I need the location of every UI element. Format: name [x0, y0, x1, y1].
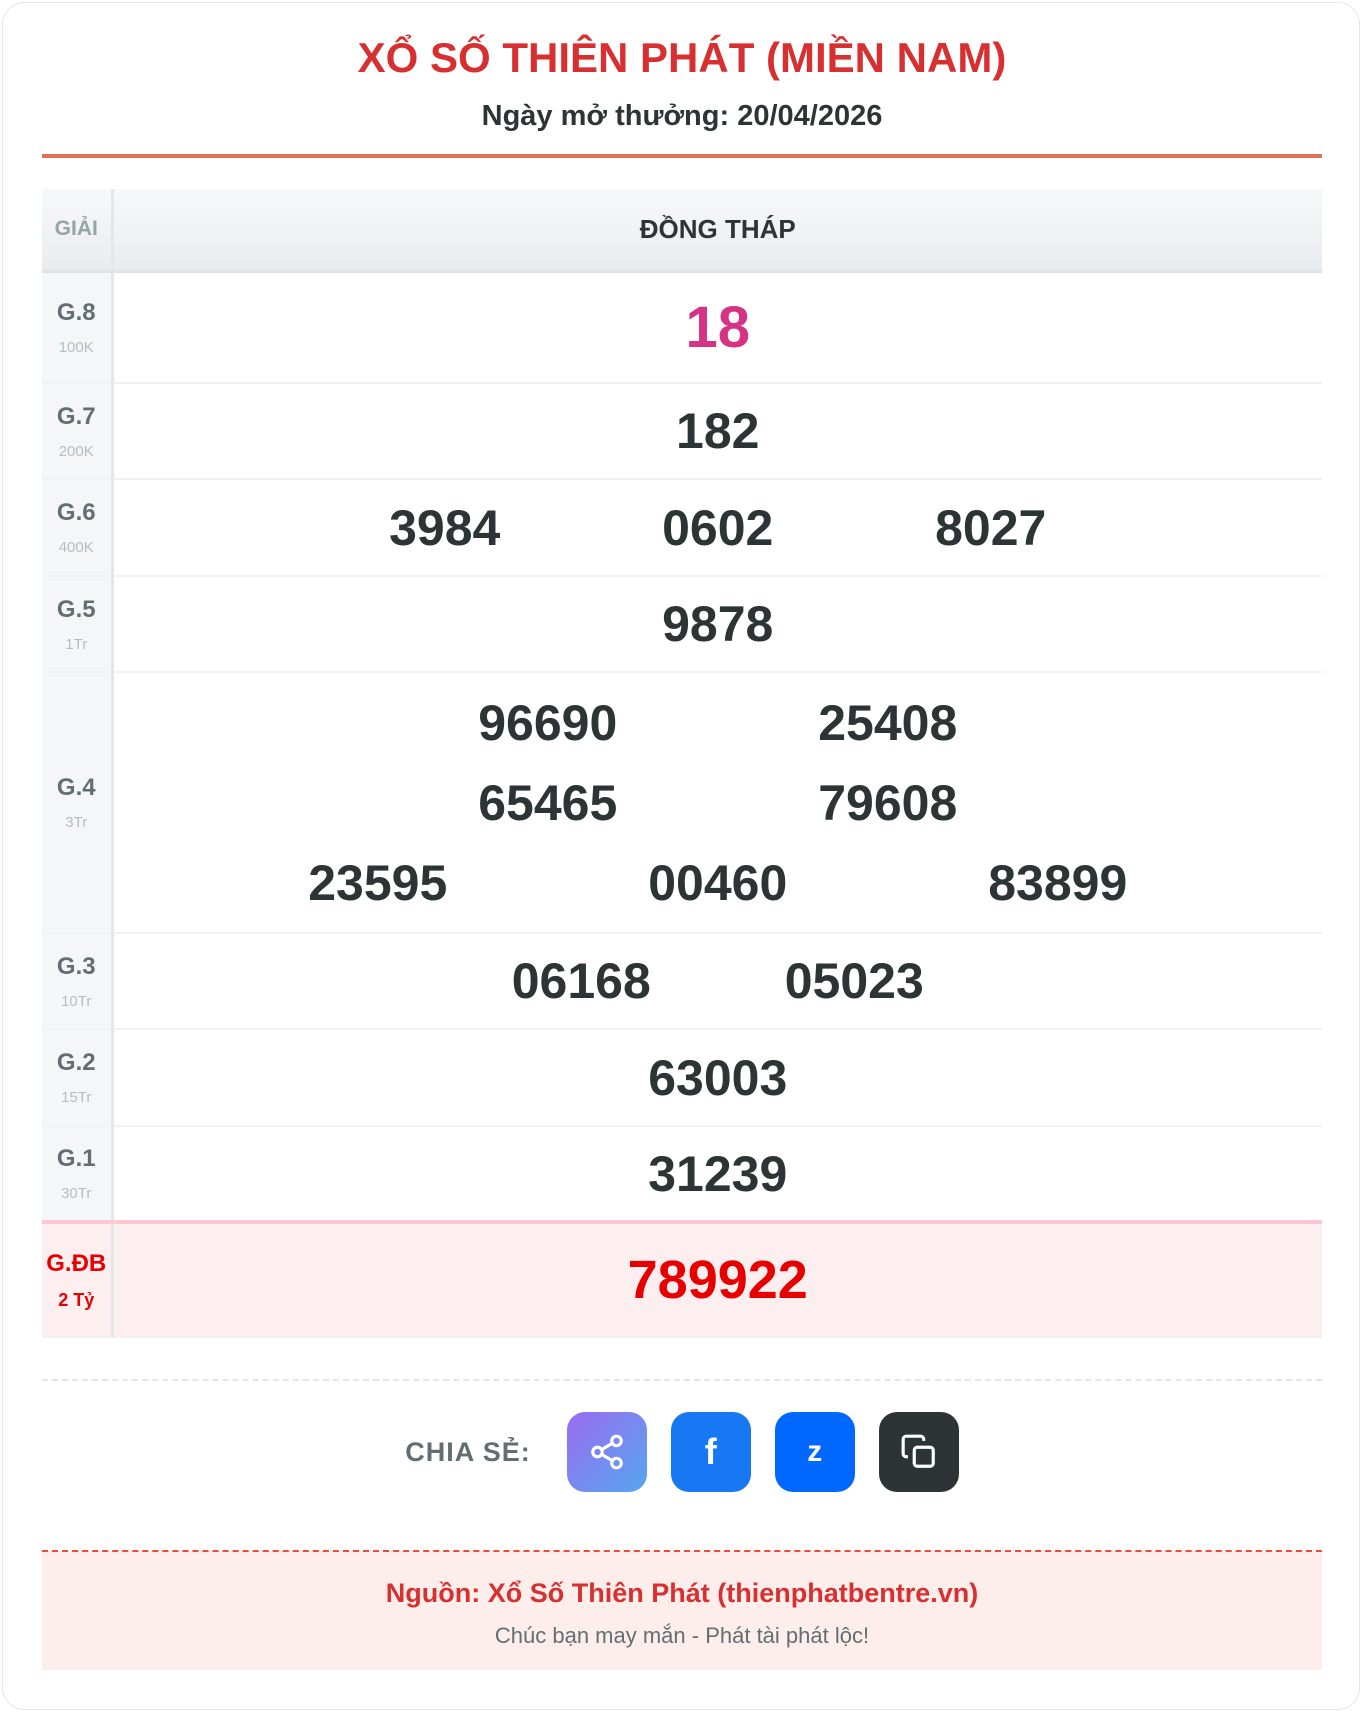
results-table: GIẢI ĐỒNG THÁP G.8 100K 18 G.7 200K 182 G.6 400… [42, 189, 1322, 1338]
share-label: CHIA SẺ: [405, 1436, 531, 1467]
facebook-icon: f [704, 1431, 717, 1472]
zalo-share-button[interactable]: z [774, 1412, 855, 1492]
divider [42, 154, 1322, 158]
share-icon [590, 1434, 623, 1470]
prize-name: G.7 [56, 402, 96, 430]
footer: Nguồn: Xổ Số Thiên Phát (thienphatbentre… [42, 1550, 1322, 1670]
winning-number: 9878 [662, 596, 774, 652]
prize-label: G.7 200K [42, 383, 114, 480]
prize-value: 400K [58, 539, 94, 556]
prize-value: 15Tr [61, 1089, 92, 1106]
winning-number: 18 [685, 294, 750, 360]
prize-label: G.ĐB 2 Tỷ [42, 1220, 114, 1338]
prize-label: G.5 1Tr [42, 576, 114, 673]
winning-number: 06168 [511, 953, 651, 1009]
numbers-cell: 182 [112, 383, 1322, 480]
prize-value: 30Tr [61, 1185, 92, 1202]
prize-name: G.3 [56, 952, 96, 980]
prize-row: G.2 15Tr 63003 [42, 1029, 1322, 1127]
numbers-cell: 06168 05023 [112, 933, 1322, 1030]
prize-row: G.3 10Tr 06168 05023 [42, 933, 1322, 1030]
facebook-share-button[interactable]: f [670, 1412, 751, 1492]
winning-number: 05023 [784, 953, 924, 1009]
wish-text: Chúc bạn may mắn - Phát tài phát lộc! [494, 1623, 870, 1648]
prize-label: G.2 15Tr [42, 1029, 114, 1127]
winning-number: 0602 [662, 499, 774, 556]
numbers-cell: 96690 25408 65465 79608 23595 00460 83899 [112, 672, 1322, 934]
prize-name: G.4 [56, 774, 96, 801]
winning-number: 96690 [478, 694, 618, 751]
province-column-header: ĐỒNG THÁP [112, 189, 1322, 273]
prize-name: G.ĐB [46, 1249, 107, 1277]
prize-value: 2 Tỷ [58, 1289, 95, 1310]
numbers-cell: 31239 [112, 1126, 1322, 1223]
share-button[interactable] [566, 1412, 647, 1492]
prize-label: G.3 10Tr [42, 933, 114, 1030]
copy-icon [901, 1434, 935, 1468]
winning-number: 65465 [478, 774, 618, 831]
prize-label: G.6 400K [42, 479, 114, 577]
prize-value: 1Tr [65, 635, 88, 653]
prize-row: G.7 200K 182 [42, 383, 1322, 480]
draw-date: Ngày mở thưởng: 20/04/2026 [481, 100, 883, 132]
prize-label: G.1 30Tr [42, 1126, 114, 1223]
prize-name: G.6 [56, 499, 96, 526]
prize-value: 3Tr [65, 814, 88, 831]
prize-name: G.8 [56, 298, 96, 326]
zalo-icon: z [807, 1435, 823, 1468]
prize-row: G.8 100K 18 [42, 271, 1322, 384]
numbers-cell: 789922 [112, 1220, 1322, 1338]
prize-row: G.4 3Tr 96690 25408 65465 79608 23595 00460 8389… [42, 672, 1322, 934]
winning-number: 23595 [308, 854, 448, 911]
winning-number: 31239 [648, 1145, 788, 1202]
share-bar: CHIA SẺ: f z [0, 1412, 1364, 1492]
prize-row: G.6 400K 3984 0602 8027 [42, 479, 1322, 577]
copy-button[interactable] [878, 1412, 959, 1492]
numbers-cell: 9878 [112, 576, 1322, 673]
divider [42, 1379, 1322, 1381]
winning-number: 182 [676, 403, 760, 459]
numbers-cell: 3984 0602 8027 [112, 479, 1322, 577]
winning-number: 8027 [935, 499, 1047, 556]
prize-value: 100K [58, 338, 94, 356]
winning-number: 79608 [818, 774, 958, 831]
prize-value: 200K [58, 442, 94, 460]
winning-number: 3984 [389, 499, 501, 556]
winning-number: 25408 [818, 694, 958, 751]
winning-number: 00460 [648, 854, 788, 911]
source-text: Nguồn: Xổ Số Thiên Phát (thienphatbentre… [385, 1578, 979, 1608]
winning-number: 789922 [627, 1250, 808, 1310]
prize-column-header: GIẢI [42, 189, 114, 273]
numbers-cell: 63003 [112, 1029, 1322, 1127]
prize-name: G.1 [56, 1145, 96, 1172]
winning-number: 83899 [988, 854, 1128, 911]
prize-label: G.8 100K [42, 271, 114, 384]
numbers-cell: 18 [112, 271, 1322, 384]
page-title: XỔ SỐ THIÊN PHÁT (MIỀN NAM) [357, 34, 1007, 81]
prize-row: G.1 30Tr 31239 [42, 1126, 1322, 1223]
prize-value: 10Tr [61, 992, 92, 1010]
winning-number: 63003 [648, 1049, 788, 1106]
prize-row: G.5 1Tr 9878 [42, 576, 1322, 673]
prize-name: G.5 [56, 595, 96, 623]
prize-row: G.ĐB 2 Tỷ 789922 [42, 1220, 1322, 1338]
prize-label: G.4 3Tr [42, 672, 114, 934]
prize-name: G.2 [56, 1049, 96, 1076]
